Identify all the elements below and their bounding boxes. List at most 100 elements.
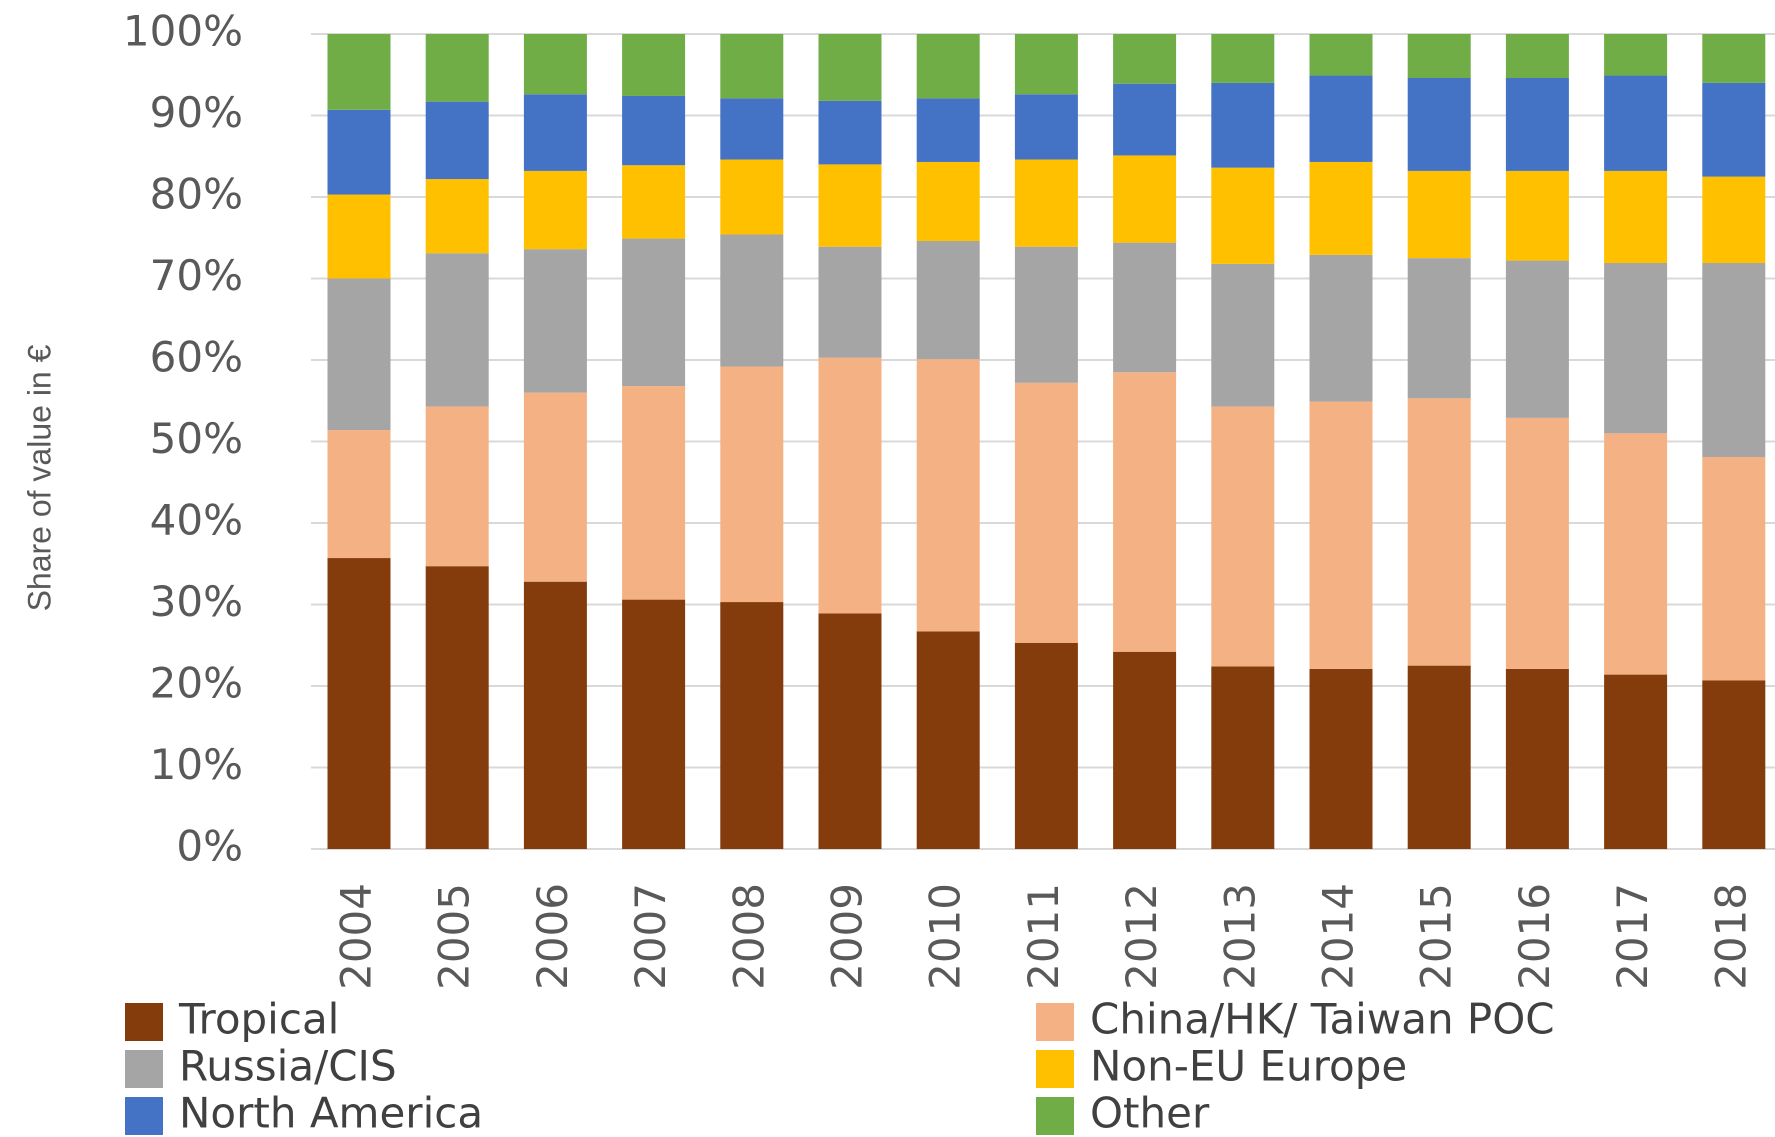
bar-segment: [1407, 665, 1471, 849]
y-tick-label: 90%: [150, 88, 243, 137]
bar-segment: [720, 98, 784, 160]
bar-segment: [327, 34, 391, 110]
bar-segment: [523, 249, 587, 393]
bar-segment: [818, 613, 882, 849]
legend-swatch: [125, 1097, 163, 1135]
legend-label: Non-EU Europe: [1090, 1042, 1407, 1091]
bar-segment: [916, 98, 980, 162]
bar-segment: [1505, 34, 1569, 79]
x-tick-label: 2006: [528, 883, 577, 990]
bar-segment: [1014, 34, 1078, 95]
x-tick-label: 2017: [1608, 883, 1657, 990]
bar-segment: [1604, 170, 1668, 264]
legend-swatch: [1036, 1050, 1074, 1088]
bar-segment: [1014, 94, 1078, 160]
y-tick-label: 50%: [150, 414, 243, 463]
bar-segment: [916, 241, 980, 360]
legend-swatch: [125, 1050, 163, 1088]
bar-segment: [425, 253, 489, 407]
bar-segment: [425, 179, 489, 254]
bar-segment: [622, 95, 686, 166]
bar-segment: [1407, 398, 1471, 666]
bar-segment: [1113, 83, 1177, 156]
x-tick-label: 2018: [1706, 883, 1755, 990]
bar-segment: [818, 357, 882, 614]
bar-segment: [327, 109, 391, 195]
x-tick-label: 2010: [921, 883, 970, 990]
x-tick-label: 2005: [430, 883, 479, 990]
bar-segment: [425, 566, 489, 849]
bar-segment: [1407, 170, 1471, 259]
bar-segment: [1309, 34, 1373, 76]
legend-label: Russia/CIS: [179, 1042, 397, 1091]
bar-segment: [1604, 75, 1668, 171]
bar-segment: [1604, 263, 1668, 434]
bar-segment: [818, 100, 882, 165]
bar-segment: [523, 581, 587, 849]
bar-segment: [523, 34, 587, 95]
bar-segment: [1702, 680, 1766, 849]
x-tick-label: 2004: [332, 883, 381, 990]
bar-segment: [425, 406, 489, 567]
legend-label: Other: [1090, 1089, 1210, 1137]
bar-segment: [1014, 382, 1078, 643]
bar-segment: [1604, 433, 1668, 675]
bar-segment: [622, 165, 686, 239]
legend-label: Tropical: [178, 995, 339, 1044]
bar-segment: [1014, 642, 1078, 849]
bar-segment: [1113, 651, 1177, 849]
x-tick-label: 2011: [1019, 883, 1068, 990]
x-tick-label: 2016: [1510, 883, 1559, 990]
legend-label: China/HK/ Taiwan POC: [1090, 995, 1555, 1044]
bar-segment: [1702, 176, 1766, 264]
y-tick-label: 10%: [150, 740, 243, 789]
y-tick-label: 100%: [123, 7, 243, 56]
x-tick-label: 2008: [724, 883, 773, 990]
legend-swatch: [125, 1003, 163, 1041]
bar-segment: [523, 392, 587, 582]
bar-segment: [1505, 260, 1569, 418]
y-tick-label: 0%: [176, 822, 243, 871]
bar-segment: [1113, 34, 1177, 84]
bar-segment: [720, 366, 784, 603]
y-tick-label: 30%: [150, 577, 243, 626]
bar-segment: [1505, 78, 1569, 171]
bar-segment: [1014, 246, 1078, 383]
bar-segment: [1505, 170, 1569, 261]
legend-swatch: [1036, 1097, 1074, 1135]
bar-segment: [1309, 401, 1373, 669]
bar-segment: [1309, 668, 1373, 849]
y-tick-label: 20%: [150, 659, 243, 708]
bar-segment: [1604, 674, 1668, 849]
bar-segment: [425, 101, 489, 180]
x-tick-label: 2012: [1117, 883, 1166, 990]
bar-segment: [1309, 161, 1373, 255]
x-tick-label: 2009: [823, 883, 872, 990]
x-tick-label: 2014: [1314, 883, 1363, 990]
bar-segment: [1702, 263, 1766, 457]
bar-segment: [622, 34, 686, 96]
bar-segment: [818, 34, 882, 101]
bar-segment: [720, 234, 784, 367]
y-tick-label: 40%: [150, 496, 243, 545]
bar-segment: [622, 599, 686, 849]
bar-segment: [1702, 82, 1766, 177]
bar-segment: [1309, 75, 1373, 162]
bar-segment: [1211, 82, 1275, 168]
bar-segment: [622, 386, 686, 600]
y-tick-label: 60%: [150, 333, 243, 382]
bar-segment: [1211, 263, 1275, 407]
bar-segment: [1604, 34, 1668, 76]
bar-segment: [818, 246, 882, 358]
bar-segment: [1407, 78, 1471, 171]
bar-segment: [1113, 155, 1177, 243]
y-tick-label: 70%: [150, 251, 243, 300]
bar-segment: [916, 161, 980, 242]
x-tick-label: 2013: [1215, 883, 1264, 990]
bar-segment: [720, 34, 784, 99]
bar-segment: [1014, 159, 1078, 247]
bar-segment: [916, 359, 980, 632]
bar-segment: [327, 558, 391, 849]
bar-segment: [1407, 34, 1471, 79]
